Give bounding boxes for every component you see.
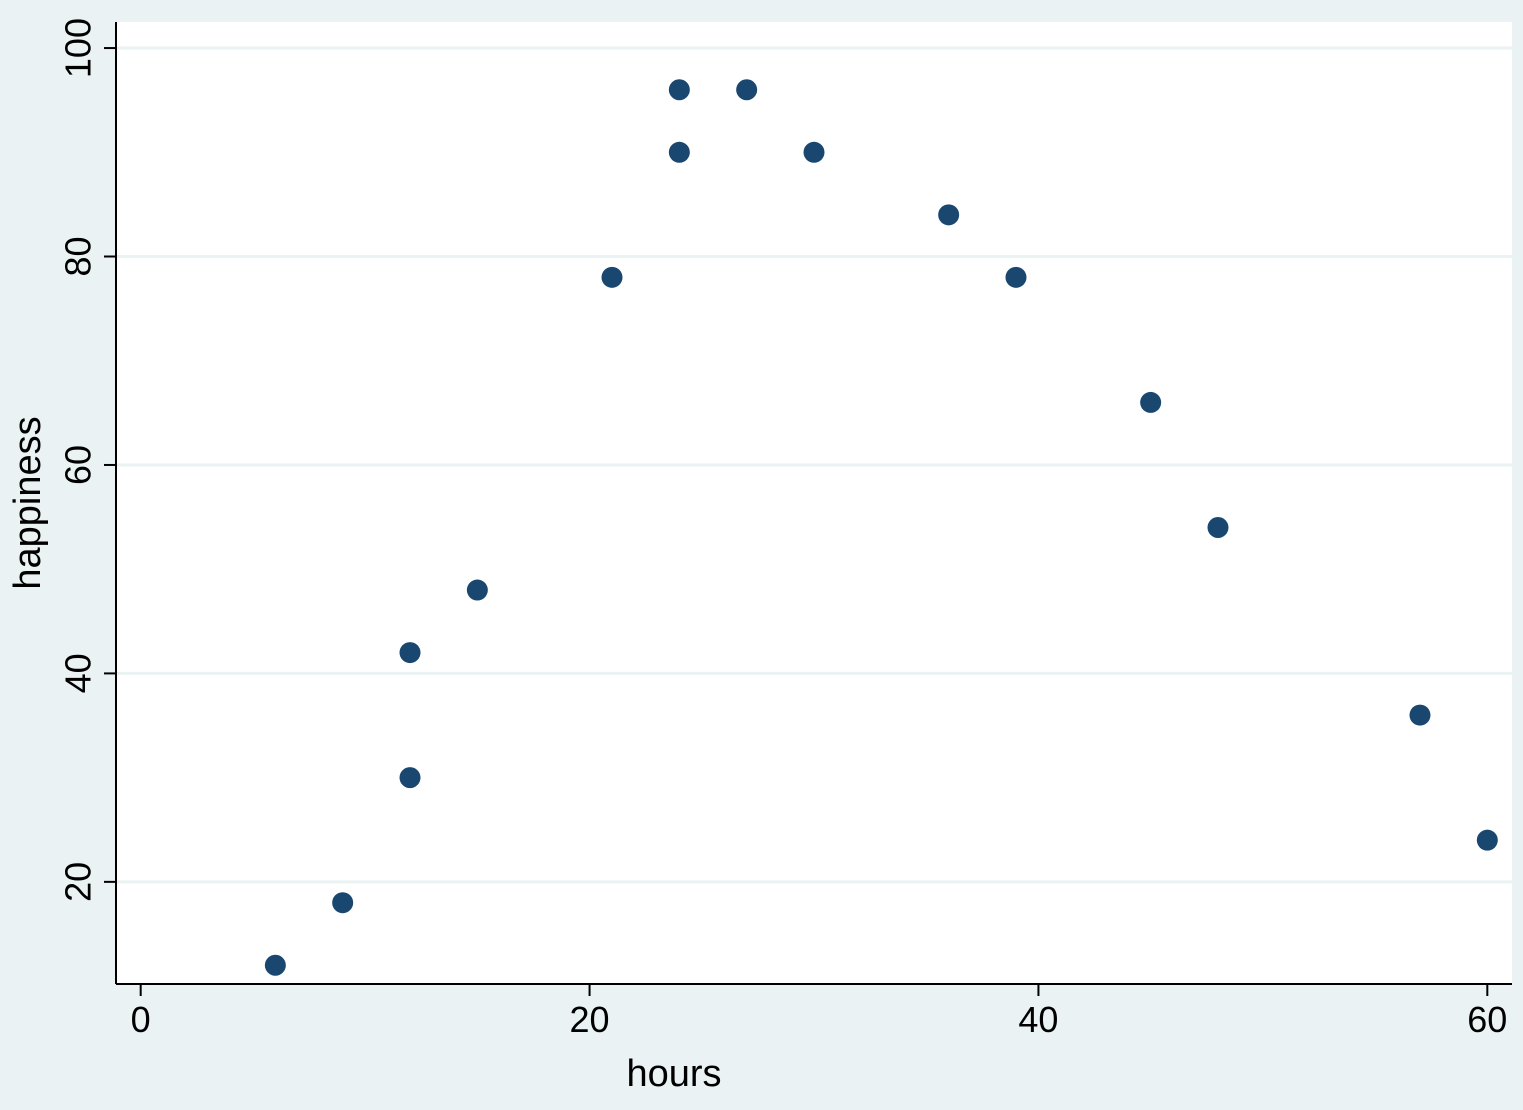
plot-area bbox=[116, 22, 1512, 984]
data-point bbox=[399, 767, 421, 789]
data-point bbox=[399, 642, 421, 664]
data-point bbox=[1140, 391, 1162, 413]
y-tick-label: 20 bbox=[58, 862, 99, 902]
data-point bbox=[1005, 266, 1027, 288]
data-points bbox=[264, 79, 1498, 976]
y-axis-title: happiness bbox=[7, 416, 49, 589]
x-tick-label: 0 bbox=[131, 999, 151, 1040]
data-point bbox=[601, 266, 623, 288]
x-tick-label: 60 bbox=[1467, 999, 1507, 1040]
y-tick-label: 80 bbox=[58, 236, 99, 276]
x-tick-label: 40 bbox=[1018, 999, 1058, 1040]
gridlines bbox=[116, 46, 1512, 884]
y-tick-label: 40 bbox=[58, 653, 99, 693]
data-point bbox=[332, 892, 354, 914]
x-tick-label: 20 bbox=[570, 999, 610, 1040]
data-point bbox=[1207, 516, 1229, 538]
data-point bbox=[264, 954, 286, 976]
data-point bbox=[938, 204, 960, 226]
data-point bbox=[466, 579, 488, 601]
data-point bbox=[736, 79, 758, 101]
y-tick-label: 60 bbox=[58, 445, 99, 485]
data-point bbox=[1476, 829, 1498, 851]
data-point bbox=[668, 79, 690, 101]
data-point bbox=[668, 141, 690, 163]
data-point bbox=[1409, 704, 1431, 726]
y-tick-label: 100 bbox=[58, 18, 99, 78]
data-point bbox=[803, 141, 825, 163]
axes bbox=[104, 22, 1512, 996]
tick-labels: 0 20 40 60 20 40 60 80 100 bbox=[58, 18, 1508, 1040]
x-axis-title: hours bbox=[626, 1053, 721, 1095]
